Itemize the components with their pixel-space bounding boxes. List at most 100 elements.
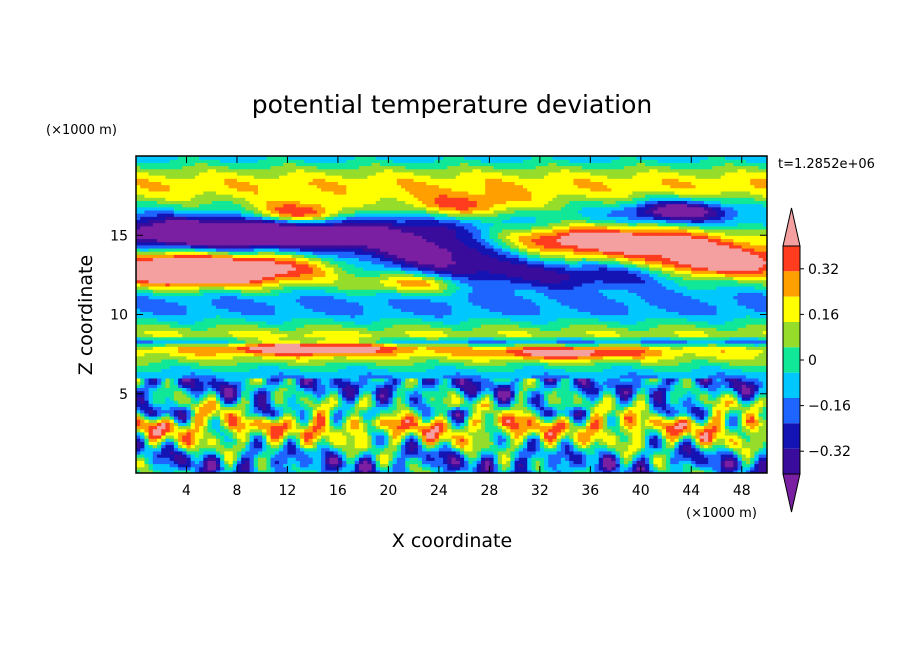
contour-cell	[539, 460, 545, 465]
contour-cell	[283, 466, 289, 471]
contour-cell	[287, 453, 293, 458]
contour-cell	[367, 422, 373, 427]
contour-cell	[136, 425, 141, 430]
contour-cell	[468, 447, 474, 452]
contour-cell	[337, 422, 343, 427]
contour-cell	[577, 457, 583, 461]
contour-cell	[590, 444, 596, 449]
contour-cell	[602, 438, 608, 442]
contour-cell	[152, 466, 158, 471]
contour-cell	[333, 460, 339, 465]
contour-cell	[531, 450, 537, 455]
contour-cell	[602, 434, 608, 439]
contour-cell	[678, 425, 684, 430]
contour-cell	[691, 434, 697, 439]
contour-cell	[161, 434, 167, 439]
contour-cell	[304, 441, 310, 446]
contour-cell	[245, 469, 251, 473]
contour-cell	[422, 434, 427, 439]
contour-cell	[169, 450, 175, 455]
contour-cell	[666, 441, 671, 446]
contour-cell	[304, 422, 310, 427]
contour-cell	[392, 444, 398, 449]
contour-cell	[754, 428, 760, 433]
contour-cell	[687, 444, 692, 449]
contour-cell	[464, 453, 469, 458]
contour-cell	[405, 450, 411, 455]
contour-cell	[493, 463, 499, 468]
contour-cell	[321, 425, 326, 430]
contour-cell	[308, 444, 314, 449]
contour-cell	[178, 428, 183, 433]
contour-cell	[426, 422, 432, 427]
contour-cell	[687, 422, 692, 427]
contour-cell	[312, 441, 318, 446]
contour-cell	[283, 457, 289, 461]
contour-cell	[716, 460, 722, 465]
contour-cell	[409, 453, 415, 458]
contour-cell	[165, 460, 171, 465]
contour-cell	[270, 447, 276, 452]
contour-cell	[544, 453, 549, 458]
contour-cell	[161, 453, 167, 458]
contour-cell	[325, 466, 331, 471]
contour-cell	[758, 453, 764, 458]
contour-cell	[708, 469, 713, 473]
contour-cell	[518, 450, 524, 455]
contour-cell	[716, 431, 722, 436]
contour-cell	[762, 457, 767, 461]
chart-title: potential temperature deviation	[252, 90, 652, 119]
contour-cell	[720, 438, 726, 442]
contour-cell	[623, 469, 629, 473]
contour-cell	[396, 431, 402, 436]
contour-cell	[632, 438, 638, 442]
contour-cell	[434, 447, 440, 452]
contour-cell	[741, 450, 747, 455]
contour-cell	[182, 441, 188, 446]
contour-cell	[670, 447, 676, 452]
contour-cell	[388, 428, 394, 433]
contour-cell	[548, 463, 554, 468]
contour-cell	[611, 463, 617, 468]
contour-cell	[190, 466, 196, 471]
contour-cell	[245, 428, 251, 433]
contour-cell	[409, 441, 415, 446]
contour-cell	[485, 444, 490, 449]
contour-cell	[552, 441, 558, 446]
contour-cell	[447, 447, 453, 452]
contour-cell	[367, 463, 373, 468]
contour-cell	[220, 434, 225, 439]
contour-cell	[674, 460, 680, 465]
contour-cell	[178, 450, 183, 455]
contour-cell	[565, 425, 570, 430]
contour-cell	[598, 453, 604, 458]
contour-cell	[691, 450, 697, 455]
contour-cell	[724, 466, 730, 471]
contour-cell	[413, 447, 419, 452]
contour-cell	[666, 447, 671, 452]
contour-cell	[661, 469, 667, 473]
contour-cell	[207, 422, 213, 427]
contour-cell	[199, 422, 204, 427]
contour-cell	[401, 463, 406, 468]
contour-cell	[165, 444, 171, 449]
contour-cell	[737, 425, 743, 430]
contour-cell	[598, 460, 604, 465]
contour-cell	[203, 466, 209, 471]
contour-cell	[661, 463, 667, 468]
contour-cell	[350, 469, 356, 473]
contour-cell	[354, 466, 360, 471]
contour-cell	[186, 457, 192, 461]
contour-cell	[207, 453, 213, 458]
contour-cell	[224, 431, 230, 436]
contour-cell	[670, 422, 676, 427]
contour-cell	[451, 447, 457, 452]
contour-cell	[468, 460, 474, 465]
contour-cell	[514, 444, 520, 449]
contour-cell	[266, 441, 272, 446]
contour-cell	[489, 466, 495, 471]
contour-cell	[295, 444, 301, 449]
contour-cell	[186, 438, 192, 442]
contour-cell	[666, 428, 671, 433]
contour-cell	[152, 453, 158, 458]
